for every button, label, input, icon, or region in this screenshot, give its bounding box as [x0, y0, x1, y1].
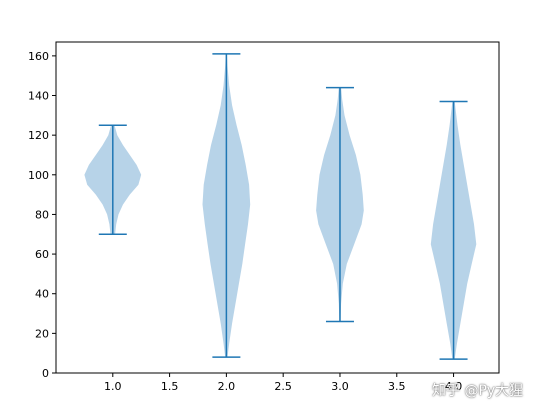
watermark: 知乎 @Py大猩 [432, 383, 524, 399]
plot-frame [55, 41, 500, 374]
y-tick-label: 40 [35, 288, 49, 301]
x-tick-label: 3.5 [388, 380, 406, 393]
y-tick-label: 80 [35, 208, 49, 221]
x-axis: 1.0 1.5 2.0 2.5 3.0 3.5 4.0 [104, 373, 462, 393]
x-tick-label: 2.5 [274, 380, 292, 393]
x-tick-label: 1.0 [104, 380, 122, 393]
x-tick-label: 4.0 [445, 380, 463, 393]
y-tick-label: 140 [28, 90, 49, 103]
violin-bodies [84, 53, 477, 360]
violin-lines [98, 53, 468, 360]
y-tick-label: 20 [35, 327, 49, 340]
y-tick-label: 0 [42, 367, 49, 380]
y-tick-label: 120 [28, 129, 49, 142]
x-tick-label: 2.0 [218, 380, 236, 393]
y-tick-label: 100 [28, 169, 49, 182]
y-tick-label: 60 [35, 248, 49, 261]
y-axis: 0 20 40 60 80 100 120 140 160 [28, 50, 56, 380]
y-tick-label: 160 [28, 50, 49, 63]
x-tick-label: 1.5 [161, 380, 179, 393]
x-tick-label: 3.0 [331, 380, 349, 393]
